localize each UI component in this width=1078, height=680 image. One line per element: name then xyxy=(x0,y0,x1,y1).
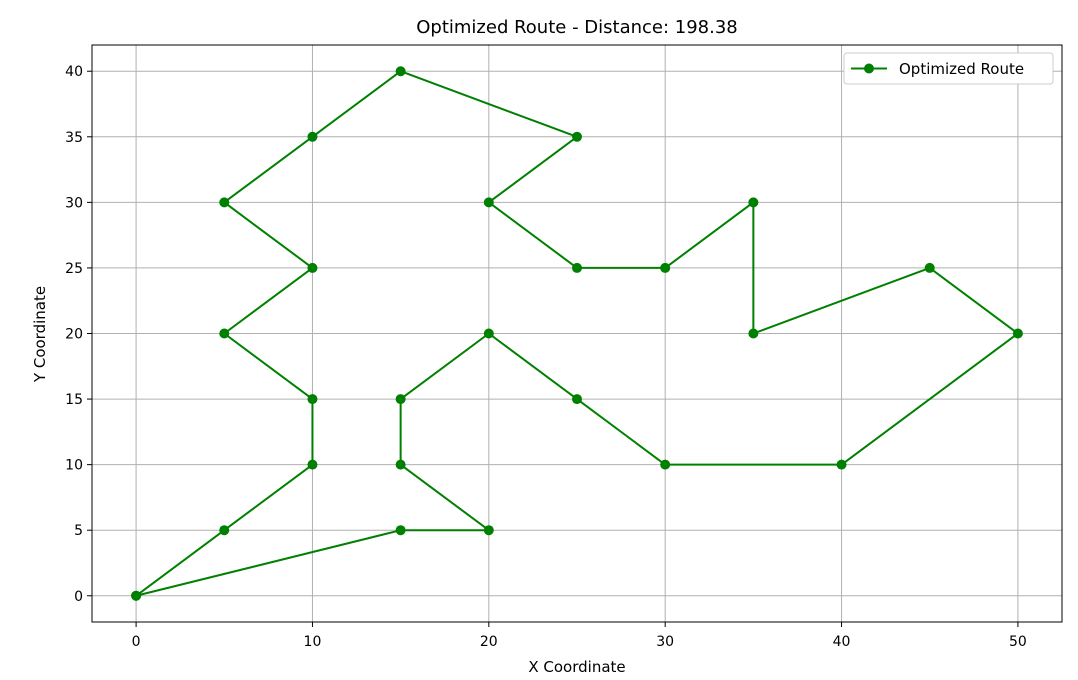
x-tick-label: 10 xyxy=(304,634,322,650)
y-tick-label: 30 xyxy=(65,195,83,211)
series-layer xyxy=(131,66,1023,601)
chart-title: Optimized Route - Distance: 198.38 xyxy=(416,17,738,38)
x-tick-label: 40 xyxy=(833,634,851,650)
route-point xyxy=(660,262,671,273)
y-axis-label: Y Coordinate xyxy=(31,286,49,383)
route-point xyxy=(219,197,230,208)
route-point xyxy=(219,328,230,339)
route-point xyxy=(395,459,406,470)
route-point xyxy=(748,197,759,208)
route-point xyxy=(219,525,230,536)
x-tick-label: 0 xyxy=(132,634,141,650)
route-point xyxy=(572,394,582,405)
y-tick-label: 40 xyxy=(65,64,83,80)
route-point xyxy=(395,394,406,405)
ticks-layer: 0 10 20 30 40 50 0 5 10 15 20 25 30 35 40 xyxy=(65,64,1027,650)
y-tick-label: 15 xyxy=(65,392,83,408)
route-point xyxy=(307,262,318,273)
y-tick-label: 25 xyxy=(65,261,83,277)
plot-frame xyxy=(91,44,1063,623)
y-tick-label: 5 xyxy=(74,523,83,539)
route-line xyxy=(135,70,1019,597)
x-tick-label: 30 xyxy=(656,634,674,650)
route-point xyxy=(572,131,582,142)
route-point xyxy=(307,459,318,470)
legend: Optimized Route xyxy=(843,52,1054,85)
route-point xyxy=(924,262,935,273)
x-tick-label: 50 xyxy=(1009,634,1027,650)
route-point xyxy=(395,525,406,536)
route-point xyxy=(483,328,494,339)
route-point xyxy=(395,66,406,77)
legend-marker-sample xyxy=(864,63,874,74)
route-point xyxy=(131,590,142,601)
y-tick-label: 10 xyxy=(65,458,83,474)
route-point xyxy=(1012,328,1023,339)
legend-label: Optimized Route xyxy=(899,60,1024,78)
legend-box xyxy=(843,52,1054,85)
x-axis-label: X Coordinate xyxy=(528,658,625,676)
route-point xyxy=(483,197,494,208)
y-tick-label: 0 xyxy=(74,589,83,605)
x-tick-label: 20 xyxy=(480,634,498,650)
route-point xyxy=(836,459,847,470)
route-point xyxy=(572,262,582,273)
y-tick-label: 35 xyxy=(65,130,83,146)
route-point xyxy=(748,328,759,339)
route-point xyxy=(660,459,671,470)
route-point xyxy=(483,525,494,536)
route-point xyxy=(307,131,318,142)
y-tick-label: 20 xyxy=(65,327,83,343)
route-point xyxy=(307,394,318,405)
